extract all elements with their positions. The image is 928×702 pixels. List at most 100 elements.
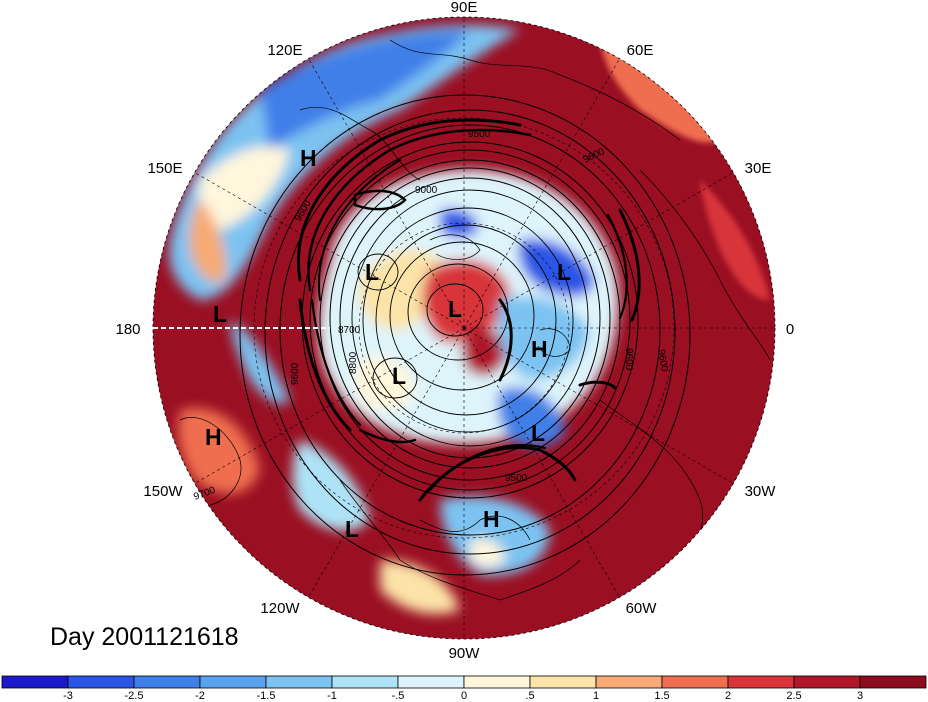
- pressure-center-low: L: [531, 420, 545, 446]
- height-contour: [264, 109, 676, 555]
- anomaly-warm-africa-edge: [700, 180, 770, 300]
- colorbar-swatch: [199, 675, 267, 689]
- longitude-label: 180: [115, 321, 140, 338]
- contour-value-label: 9500: [468, 129, 491, 140]
- contour-value-label: 9500: [505, 473, 528, 484]
- contour-value-label: 9600: [290, 362, 301, 385]
- height-contour: [375, 224, 557, 416]
- anomaly-cool-pacific-strip: [230, 320, 290, 404]
- colorbar-tick-label: 2.5: [786, 690, 801, 702]
- jet-streak: [298, 298, 352, 432]
- height-contour: [362, 207, 574, 433]
- colorbar: -3 -2.5 -2 -1.5 -1 -.5 0 .5 1 1.5 2 2.5 3: [1, 675, 927, 702]
- anomaly-warm-pacific-patch: [189, 200, 226, 283]
- height-contour: [319, 159, 621, 481]
- colorbar-swatch: [595, 675, 663, 689]
- height-contour: [372, 357, 418, 399]
- meridian-line: [463, 327, 734, 484]
- longitude-label: 60E: [627, 42, 654, 59]
- pressure-center-low: L: [448, 296, 462, 322]
- meridian-line: [463, 58, 620, 329]
- jet-streak: [358, 428, 417, 444]
- meridian-line: [308, 58, 465, 329]
- longitude-label: 90E: [451, 0, 478, 16]
- jet-streak: [498, 298, 513, 382]
- jet-streaks: [297, 118, 641, 502]
- height-contour: [426, 283, 484, 337]
- colorbar-tick-label: 0: [461, 690, 467, 702]
- anomaly-cool-atlantic: [498, 296, 590, 380]
- colorbar-swatch: [661, 675, 729, 689]
- pressure-center-high: H: [531, 336, 548, 362]
- anomaly-cool-south-pacific: [292, 440, 370, 531]
- longitude-label: 30W: [745, 483, 777, 500]
- coastlines: [179, 39, 771, 601]
- colorbar-tick-label: -2: [195, 690, 205, 702]
- colorbar-swatch: [859, 675, 927, 689]
- longitude-label: 90W: [449, 645, 481, 662]
- colorbar-swatch: [67, 675, 135, 689]
- coastline: [299, 106, 421, 181]
- coastline: [339, 479, 581, 601]
- jet-streak: [317, 159, 401, 301]
- colorbar-swatch: [331, 675, 399, 689]
- anomaly-polar-light-warm: [359, 249, 443, 330]
- contour-value-label: 8700: [338, 325, 361, 336]
- meridian-line: [463, 172, 734, 329]
- anomaly-neutral-northwest: [198, 146, 290, 230]
- height-contour: [239, 94, 691, 576]
- contour-value-label: 9000: [415, 185, 438, 196]
- pressure-center-low: L: [345, 516, 359, 542]
- anomaly-polar-neutral-small: [354, 356, 415, 410]
- colorbar-tick-label: 3: [857, 690, 863, 702]
- pressure-center-high: H: [300, 145, 317, 171]
- jet-streak: [353, 189, 407, 211]
- colorbar-tick-label: .5: [525, 690, 534, 702]
- jet-streak: [307, 128, 532, 292]
- longitude-labels: 90E 60E 30E 0 30W 60W 90W 120W 150W 180 …: [115, 0, 794, 662]
- colorbar-swatch: [1, 675, 69, 689]
- colorbar-tick-label: 1.5: [654, 690, 669, 702]
- jet-streak: [310, 298, 362, 427]
- longitude-label: 120W: [260, 600, 300, 617]
- map-boundary: [152, 16, 776, 640]
- coastline: [179, 417, 242, 506]
- colorbar-swatch: [397, 675, 465, 689]
- longitude-label: 0: [786, 321, 794, 338]
- contour-value-label: 9600: [623, 348, 634, 371]
- longitude-label: 150W: [143, 483, 183, 500]
- anomaly-polar-warm-spot: [462, 327, 506, 376]
- meridian-line: [463, 327, 620, 598]
- contour-value-label: 9600: [655, 349, 670, 373]
- colorbar-tick-label: -1: [327, 690, 337, 702]
- height-contour: [389, 241, 535, 391]
- anomaly-cool-north-america: [440, 496, 550, 576]
- colorbar-swatch: [133, 675, 201, 689]
- colorbar-tick-label: -3: [63, 690, 73, 702]
- jet-streak: [297, 118, 522, 282]
- jet-streak: [578, 380, 617, 390]
- longitude-label: 60W: [626, 600, 658, 617]
- colorbar-tick-label: -.5: [392, 690, 405, 702]
- longitude-label: 120E: [267, 42, 302, 59]
- height-contour: [351, 189, 589, 447]
- pressure-center-low: L: [213, 301, 227, 327]
- pressure-centers: H L L L L H L L H L H: [205, 145, 571, 542]
- meridian-line: [194, 172, 465, 329]
- jet-streak: [618, 208, 641, 322]
- pressure-center-low: L: [365, 259, 379, 285]
- height-contour: [357, 253, 399, 291]
- colorbar-tick-label: 2: [725, 690, 731, 702]
- anomaly-cool-northwest-core: [260, 30, 470, 150]
- anomaly-polar-warm-core: [422, 259, 510, 343]
- jet-streak: [428, 444, 547, 492]
- coastline: [639, 169, 771, 361]
- longitude-label: 150E: [147, 160, 182, 177]
- pressure-center-low: L: [557, 259, 571, 285]
- colorbar-swatch: [793, 675, 861, 689]
- anomaly-warm-east-edge: [600, 40, 720, 143]
- height-contour: [309, 149, 631, 491]
- anomaly-cool-northwest: [169, 24, 520, 301]
- colorbar-swatch: [265, 675, 333, 689]
